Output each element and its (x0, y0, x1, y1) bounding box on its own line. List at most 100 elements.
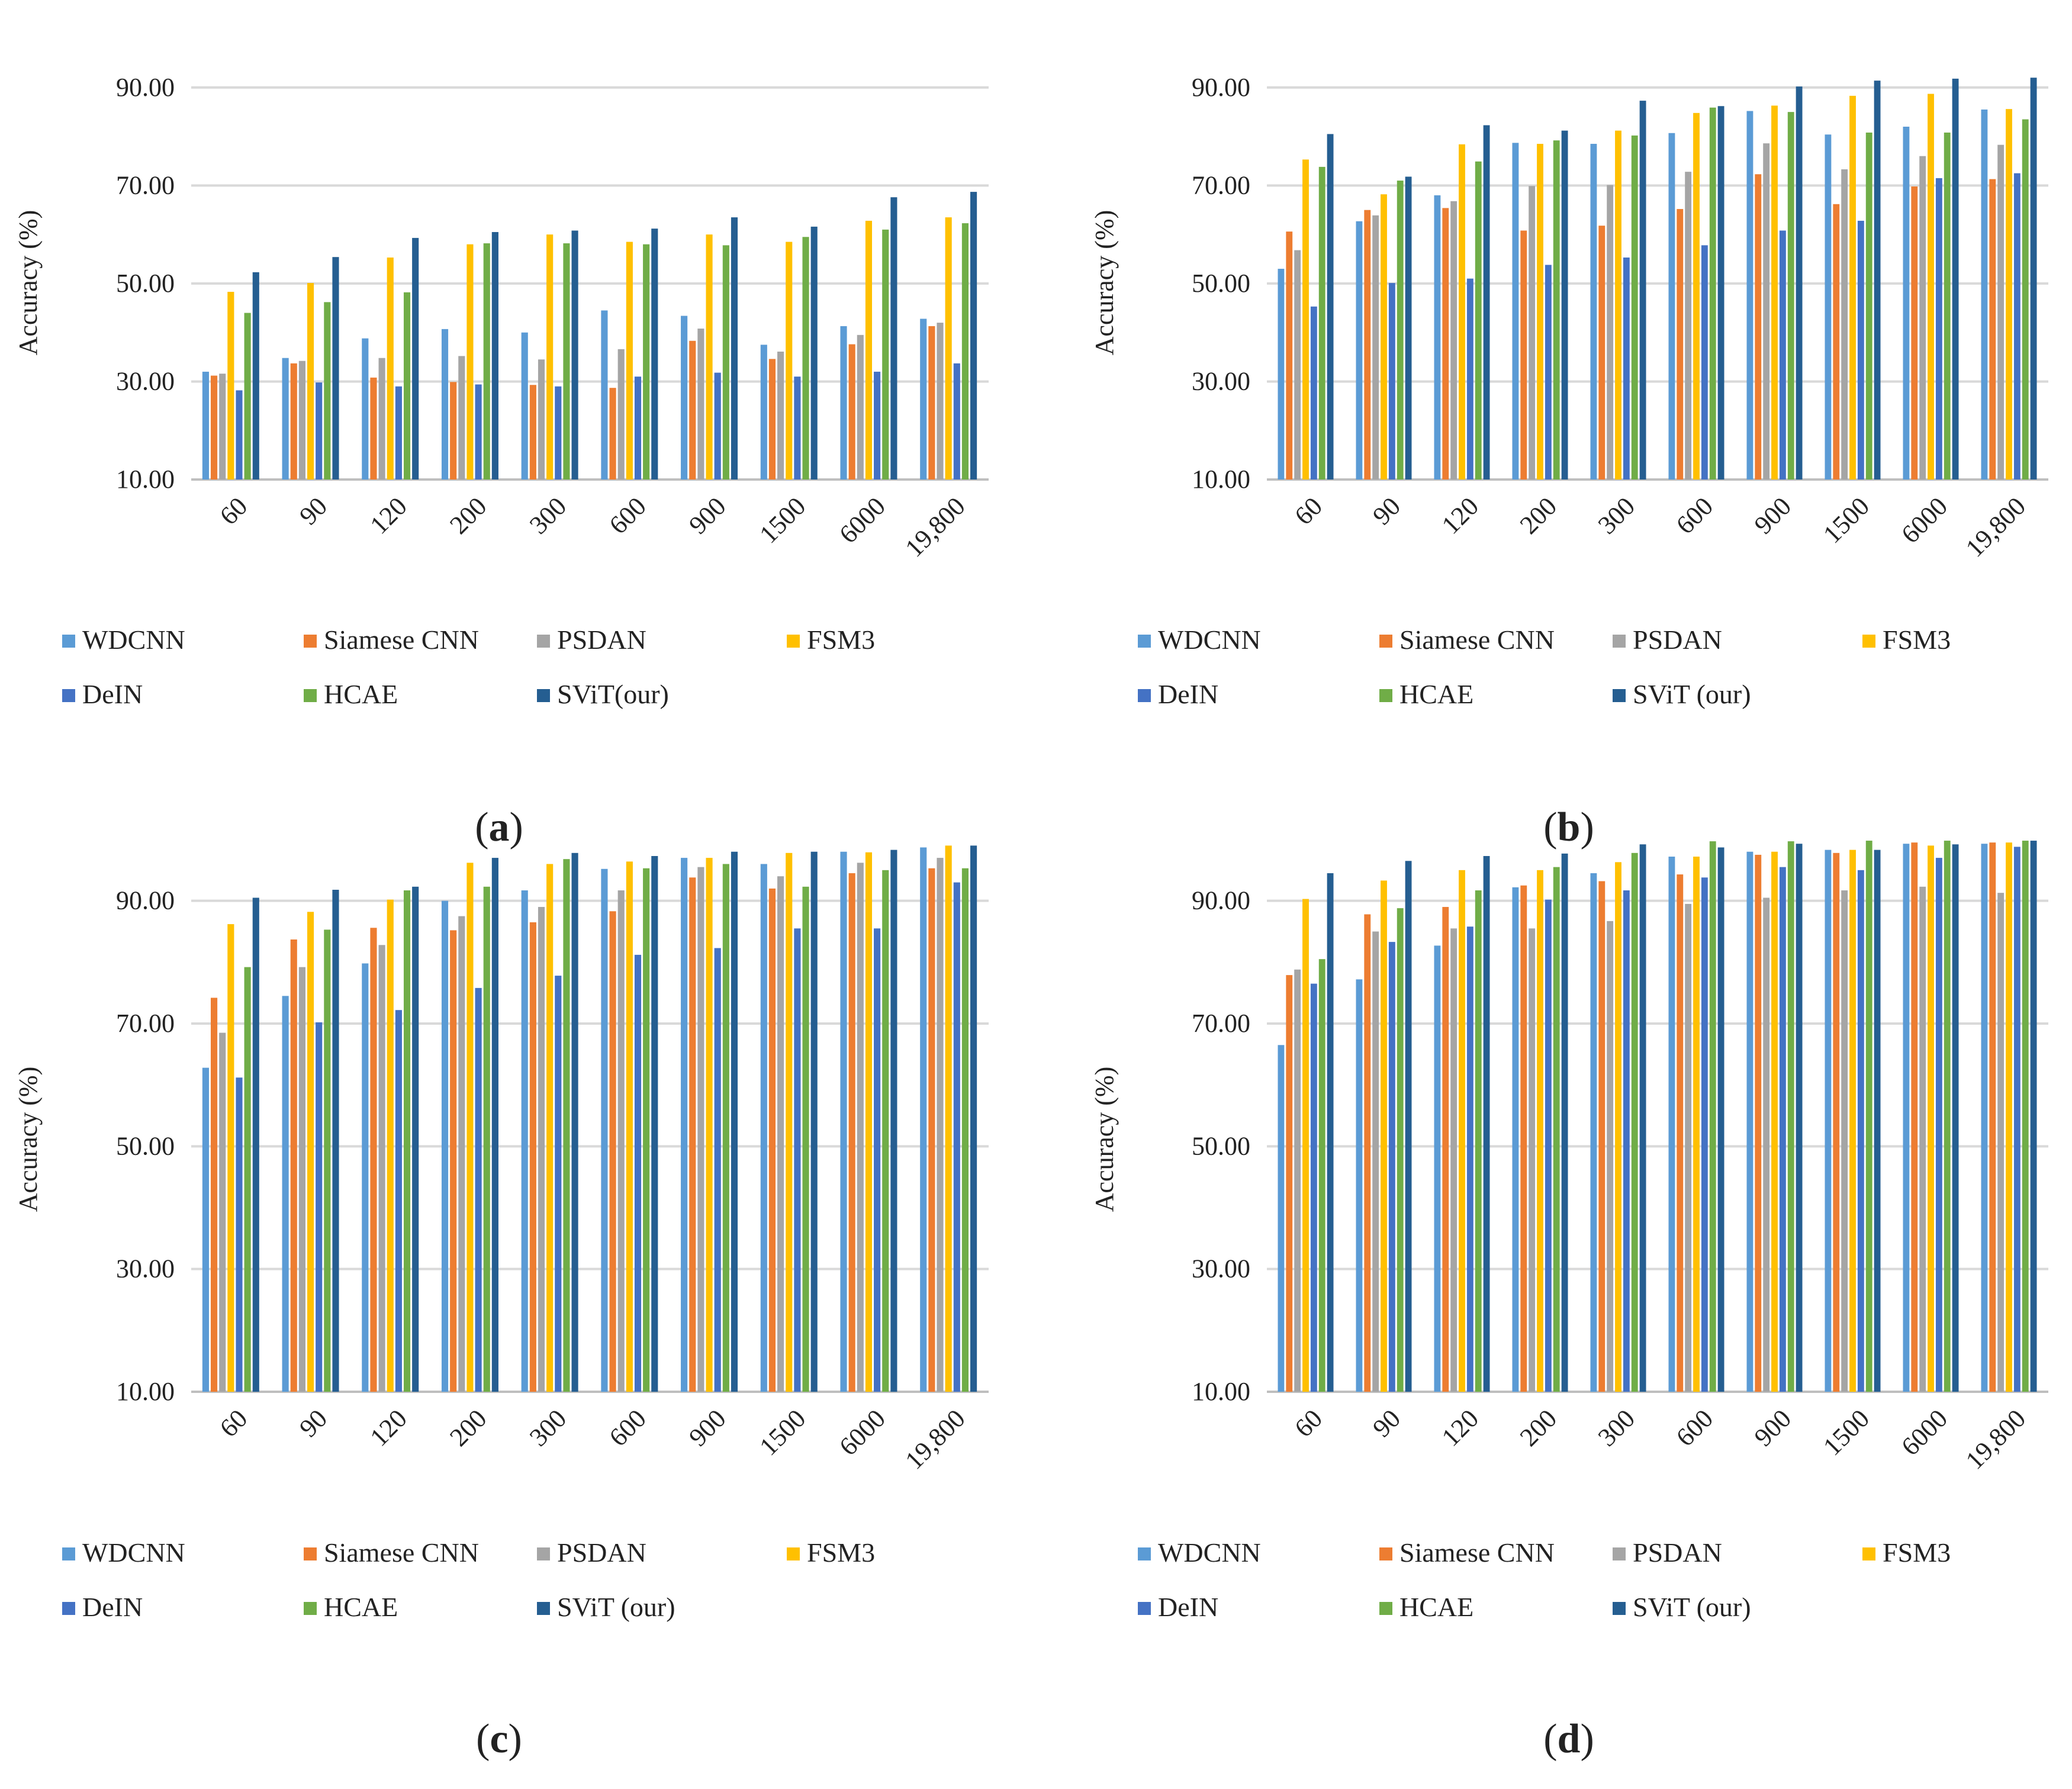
x-tick-label: 900 (1749, 1404, 1797, 1452)
legend-swatch (304, 1547, 317, 1560)
bar (1310, 983, 1317, 1392)
legend-label: PSDAN (1633, 625, 1722, 655)
x-tick-label: 1500 (754, 1404, 811, 1461)
bar (643, 868, 650, 1392)
bar (1944, 841, 1951, 1392)
y-tick-label: 70.00 (1192, 1009, 1250, 1038)
bar (928, 868, 935, 1392)
bar (840, 851, 847, 1392)
legend-swatch (1862, 635, 1875, 648)
bar (865, 852, 873, 1392)
bar (1537, 143, 1543, 480)
bar (316, 1022, 323, 1392)
legend-swatch (62, 1547, 75, 1560)
bar (953, 363, 960, 480)
panel-caption: (a) (475, 805, 523, 850)
bar (920, 318, 927, 480)
bar (1709, 107, 1716, 480)
bar (810, 226, 818, 480)
x-tick-label: 60 (1289, 491, 1328, 530)
x-tick-label: 60 (1289, 1404, 1328, 1443)
bar (634, 377, 642, 480)
legend-swatch (1613, 1602, 1626, 1615)
bar (1833, 852, 1840, 1392)
bar (1553, 140, 1560, 480)
bar (1372, 931, 1379, 1392)
bar (1903, 844, 1910, 1392)
bar (475, 384, 482, 480)
x-tick-label: 1500 (1817, 491, 1875, 549)
bar (609, 388, 616, 480)
x-tick-label: 900 (683, 491, 731, 539)
bar (643, 244, 650, 480)
legend-swatch (1379, 635, 1392, 648)
bar (1952, 844, 1959, 1392)
legend-swatch (62, 1602, 75, 1615)
bar (1590, 143, 1597, 480)
bar (1981, 110, 1988, 480)
bar (1865, 841, 1872, 1392)
bar (466, 244, 474, 480)
bar (1356, 221, 1363, 480)
bar (219, 374, 226, 480)
bar (786, 852, 793, 1392)
x-tick-label: 600 (604, 491, 652, 539)
bar (2006, 842, 2012, 1392)
bar (794, 377, 801, 480)
bar (1475, 890, 1482, 1392)
bar (1286, 975, 1293, 1392)
legend: WDCNN Siamese CNN PSDAN FSM3 DeIN HCAE SViT(ou… (62, 625, 875, 709)
bar (1981, 844, 1988, 1392)
bar (1553, 867, 1560, 1392)
y-axis-label: Accuracy (%) (14, 1067, 43, 1212)
bar (1911, 842, 1918, 1392)
bar (1623, 890, 1630, 1392)
bar (1779, 230, 1786, 480)
bar (529, 385, 536, 480)
bar (1294, 250, 1301, 480)
bar (1763, 897, 1770, 1392)
bar (848, 873, 855, 1392)
legend-label: SViT (our) (1633, 679, 1751, 709)
bar (1857, 220, 1864, 480)
legend-label: HCAE (1399, 1592, 1473, 1622)
x-tick-label: 6000 (1896, 491, 1953, 549)
x-tick-label: 90 (294, 1404, 333, 1443)
bar (1787, 112, 1794, 480)
bar (651, 855, 658, 1392)
y-tick-label: 50.00 (1192, 269, 1250, 298)
legend-swatch (62, 689, 75, 702)
x-tick-label: 300 (1592, 1404, 1640, 1452)
bar (1935, 178, 1942, 480)
y-axis-label: Accuracy (%) (1090, 1067, 1119, 1212)
legend-label: HCAE (324, 1592, 398, 1622)
bar (1364, 210, 1371, 480)
y-tick-label: 90.00 (1192, 73, 1250, 102)
bar (1459, 144, 1465, 480)
bar (387, 899, 394, 1392)
bar (298, 361, 305, 480)
bar (874, 371, 881, 480)
bar (857, 334, 864, 480)
bar (810, 851, 818, 1392)
legend-label: PSDAN (1633, 1537, 1722, 1568)
bar (458, 916, 465, 1392)
bar (689, 340, 696, 480)
bar (1520, 230, 1527, 480)
x-tick-label: 6000 (1896, 1404, 1953, 1461)
x-tick-label: 120 (365, 491, 413, 539)
bar (1997, 144, 2005, 480)
bar (244, 967, 251, 1392)
bar (441, 329, 449, 480)
legend-swatch (787, 635, 800, 648)
bar (1771, 851, 1778, 1392)
x-tick-label: 19,800 (900, 1404, 971, 1475)
legend-swatch (537, 635, 550, 648)
bar (1545, 899, 1552, 1392)
legend-label: DeIN (82, 1592, 143, 1622)
bar (387, 258, 394, 480)
bar (1796, 844, 1803, 1392)
bar (555, 976, 562, 1392)
legend-label: DeIN (1158, 679, 1218, 709)
bar (1545, 265, 1552, 480)
